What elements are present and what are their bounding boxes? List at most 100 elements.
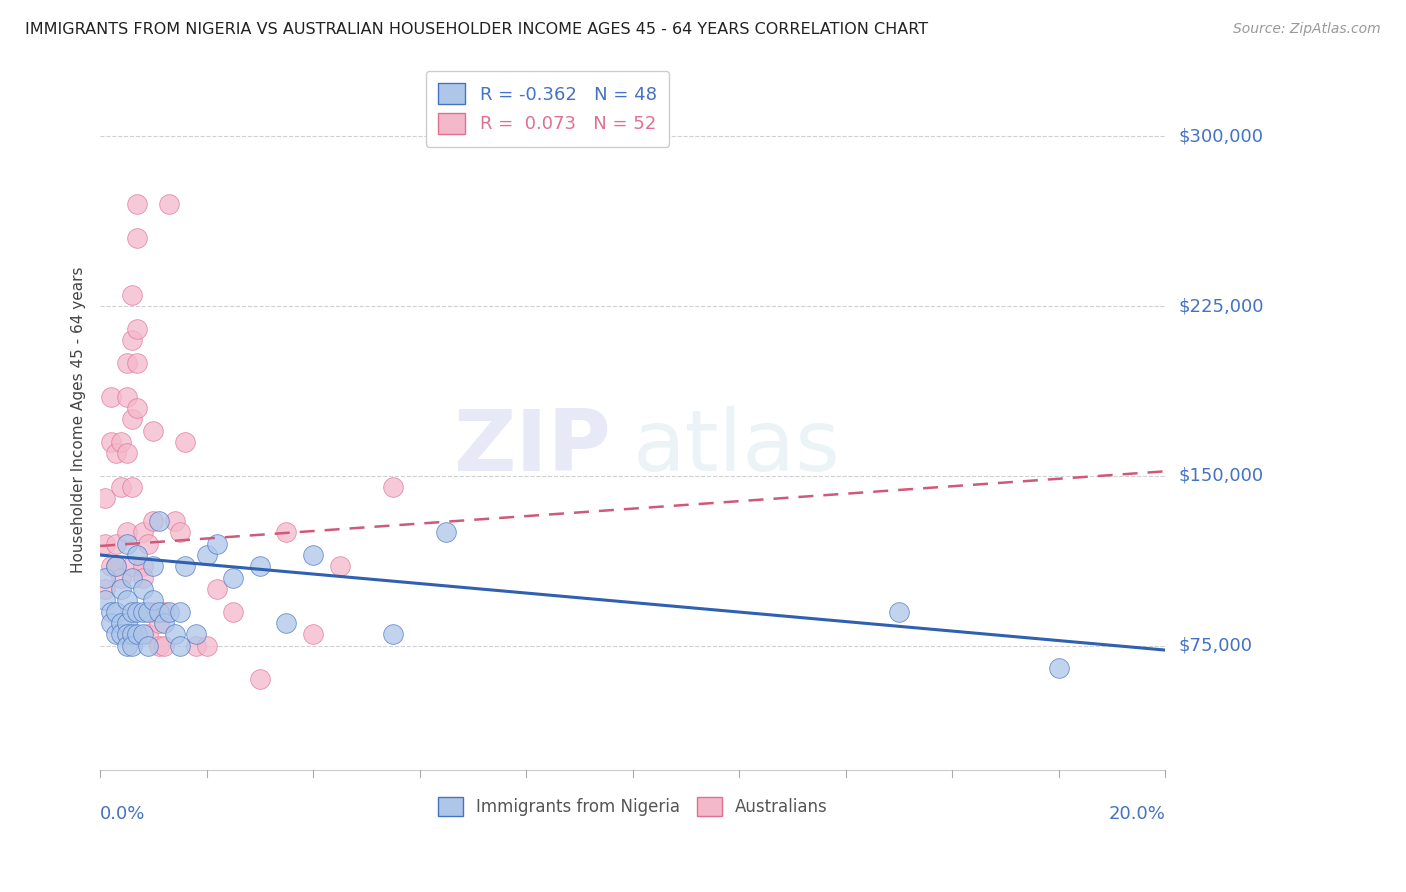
Point [169,639,191,653]
Point [207,537,229,551]
Point [148,514,170,528]
Point [157,197,180,211]
Point [207,582,229,596]
Point [127,627,149,641]
Point [382,627,405,641]
Text: Source: ZipAtlas.com: Source: ZipAtlas.com [1233,22,1381,37]
Point [115,639,138,653]
Point [100,615,122,630]
Point [132,582,155,596]
Point [153,639,176,653]
Point [115,537,138,551]
Text: atlas: atlas [633,406,841,489]
Text: 0.0%: 0.0% [100,805,145,823]
Point [105,446,128,460]
Point [127,605,149,619]
Point [121,627,143,641]
Point [163,514,186,528]
Point [249,559,271,574]
Point [136,627,159,641]
Point [163,627,186,641]
Point [142,514,165,528]
Point [121,287,143,301]
Text: ZIP: ZIP [454,406,612,489]
Point [100,434,122,449]
Point [127,322,149,336]
Point [148,605,170,619]
Point [148,615,170,630]
Point [184,627,207,641]
Point [100,559,122,574]
Point [887,605,910,619]
Point [222,605,245,619]
Point [121,571,143,585]
Point [157,605,180,619]
Point [105,559,128,574]
Point [100,390,122,404]
Point [121,559,143,574]
Point [110,480,132,494]
Point [105,605,128,619]
Point [121,333,143,347]
Point [142,593,165,607]
Point [153,605,176,619]
Point [94,537,117,551]
Point [276,525,298,540]
Point [115,356,138,370]
Point [121,412,143,426]
Point [382,480,405,494]
Point [94,582,117,596]
Point [105,559,128,574]
Point [94,593,117,607]
Point [136,537,159,551]
Point [127,197,149,211]
Point [94,571,117,585]
Point [105,627,128,641]
Point [110,582,132,596]
Point [434,525,457,540]
Point [110,627,132,641]
Point [115,615,138,630]
Point [100,605,122,619]
Point [142,424,165,438]
Point [115,593,138,607]
Point [174,434,197,449]
Point [148,639,170,653]
Point [195,548,218,562]
Text: 20.0%: 20.0% [1108,805,1166,823]
Point [127,401,149,415]
Point [132,627,155,641]
Point [136,639,159,653]
Point [127,548,149,562]
Point [302,627,325,641]
Point [105,537,128,551]
Point [115,390,138,404]
Point [302,548,325,562]
Text: $300,000: $300,000 [1180,128,1264,145]
Point [184,639,207,653]
Point [115,627,138,641]
Point [110,615,132,630]
Point [195,639,218,653]
Point [121,480,143,494]
Point [329,559,352,574]
Point [174,559,197,574]
Text: $150,000: $150,000 [1180,467,1264,485]
Point [1047,661,1070,675]
Point [121,639,143,653]
Point [127,356,149,370]
Point [110,434,132,449]
Point [142,605,165,619]
Point [169,525,191,540]
Point [136,605,159,619]
Point [127,231,149,245]
Point [110,571,132,585]
Point [94,491,117,506]
Point [121,605,143,619]
Point [142,559,165,574]
Point [132,525,155,540]
Point [153,615,176,630]
Point [132,559,155,574]
Text: $225,000: $225,000 [1180,297,1264,315]
Text: $75,000: $75,000 [1180,637,1253,655]
